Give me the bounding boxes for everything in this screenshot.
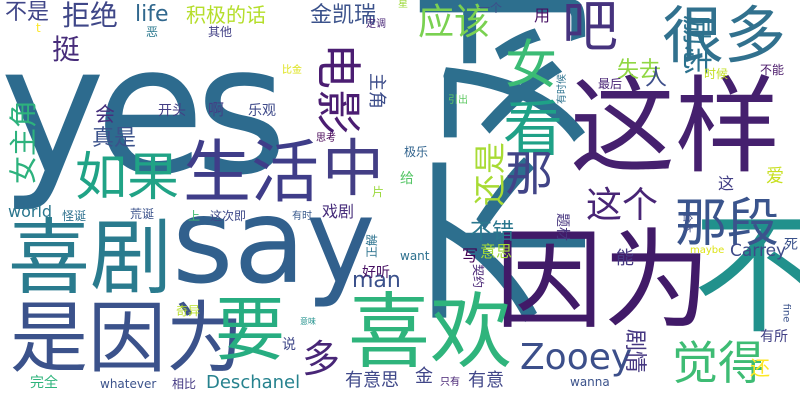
- word-heben: 合本: [681, 213, 692, 233]
- word-deschanel: Deschanel: [206, 372, 301, 393]
- word-xihuan: 喜欢: [348, 285, 513, 380]
- word-youyisi: 有意思: [345, 370, 399, 391]
- word-zhiyou: 只有: [440, 377, 460, 388]
- word-yinggai: 应该: [418, 2, 491, 43]
- word-yinchu: 引出: [448, 95, 468, 106]
- word-shuo: 说: [282, 337, 296, 353]
- word-a: 啊: [208, 100, 225, 119]
- word-zhengjie: 正解: [365, 233, 380, 259]
- word-lizhi: 励志: [678, 15, 713, 75]
- word-zooey: Zooey: [520, 337, 633, 378]
- word-geixu: 给: [400, 171, 414, 187]
- word-guaidan: 怪诞: [62, 209, 87, 223]
- word-kaitou: 开头: [158, 103, 186, 119]
- word-zheci: 这次即: [210, 209, 247, 223]
- word-youshi: 有时: [292, 211, 312, 222]
- word-qita: 其他: [208, 25, 233, 39]
- word-youshihou: 有时候: [557, 74, 568, 104]
- word-ren: 人: [645, 66, 668, 91]
- word-naduan: 那段: [675, 194, 780, 254]
- word-xiju: 喜剧: [8, 211, 173, 306]
- word-bu: 不: [693, 199, 800, 353]
- word-neng: 能: [616, 248, 634, 269]
- word-jin: 金: [415, 366, 433, 387]
- word-zhujiao: 主角: [366, 73, 387, 109]
- word-juede: 觉得: [672, 336, 764, 390]
- word-shihou: 时候: [704, 67, 729, 81]
- word-dingdiao: 定调: [366, 19, 386, 30]
- word-zheyang: 这样: [570, 66, 781, 188]
- word-buzheng: 不是: [5, 0, 50, 25]
- word-life: life: [135, 2, 169, 27]
- word-qiyi: 奇异: [176, 304, 201, 318]
- word-juqing: 剧情: [622, 328, 648, 374]
- word-whatever: whatever: [100, 377, 157, 391]
- word-shang: 上: [188, 209, 201, 223]
- word-zhege: 这个: [586, 185, 659, 226]
- word-xing: 星: [398, 0, 408, 10]
- word-yige: 一个: [478, 1, 503, 15]
- word-shenghuo: 生活: [183, 134, 320, 213]
- word-gei: 有所: [760, 329, 788, 345]
- word-buneng: 不能: [760, 63, 785, 77]
- word-si: 死: [784, 237, 798, 253]
- word-yinwei: 因为: [495, 219, 712, 344]
- word-ruguo: 如果: [75, 148, 180, 208]
- word-duo: 多: [302, 337, 341, 381]
- word-nvzhujiao: 女主角: [7, 99, 41, 185]
- word-biji: 比金: [282, 65, 302, 76]
- word-hui: 会: [95, 102, 115, 126]
- word-jujue: 拒绝: [62, 0, 119, 32]
- word-say: say: [172, 172, 376, 310]
- word-wanquan: 完全: [30, 375, 58, 391]
- word-ting: 挺: [52, 33, 81, 66]
- word-shiyinwei: 是因为: [10, 294, 245, 384]
- word-xiju2: 戏剧: [322, 202, 355, 221]
- word-haoting: 好听: [362, 265, 390, 281]
- word-youyi: 有意: [468, 370, 504, 391]
- word-sikao: 思考: [316, 133, 336, 144]
- word-yes: yes: [0, 7, 288, 214]
- word-yiwei: 意味: [300, 317, 316, 326]
- word-xie: 写: [462, 246, 479, 265]
- word-leguan: 乐观: [248, 103, 276, 119]
- word-dianying: 电影: [311, 43, 365, 135]
- word-wanna: wanna: [570, 375, 610, 389]
- word-want: want: [400, 249, 430, 263]
- word-na: 那: [505, 146, 554, 202]
- word-t: t: [36, 21, 41, 35]
- word-jiji: 积极的话: [186, 3, 266, 27]
- word-jile: 极乐: [404, 145, 429, 159]
- word-zuihou: 最后: [598, 77, 623, 91]
- word-huan: 还: [750, 356, 770, 380]
- word-yisi: 意思: [480, 242, 513, 261]
- word-fine: fine: [780, 303, 792, 323]
- word-huangdan: 荒诞: [130, 207, 155, 221]
- word-ticai: 题材: [554, 213, 570, 241]
- word-pian: 片: [372, 185, 385, 199]
- word-ai: 爱: [766, 166, 784, 187]
- word-shiqu: 失去: [617, 58, 662, 83]
- word-haishi: 还是: [471, 141, 510, 207]
- word-bucuo: 不错: [470, 220, 515, 245]
- word-yao: 要: [215, 289, 285, 371]
- word-xiangbi: 相比: [172, 377, 197, 391]
- word-man: man: [352, 268, 401, 293]
- word-zhe: 这: [718, 174, 735, 193]
- word-world: world: [8, 202, 53, 221]
- word-jinkairui: 金凯瑞: [310, 3, 377, 28]
- word-yong: 用: [534, 6, 551, 25]
- word-maybe: maybe: [690, 245, 725, 256]
- word-carrey: Carrey: [730, 241, 787, 261]
- word-ba: 吧: [562, 0, 618, 60]
- word-zhong: 中: [322, 132, 385, 205]
- word-e: 恶: [146, 25, 159, 39]
- word-zhenshi: 真是: [92, 126, 137, 151]
- word-henduo: 很多: [662, 0, 787, 72]
- word-qiyue: 契约: [471, 263, 486, 289]
- word-kan: 看: [503, 95, 563, 165]
- word-nv: 女: [505, 36, 558, 96]
